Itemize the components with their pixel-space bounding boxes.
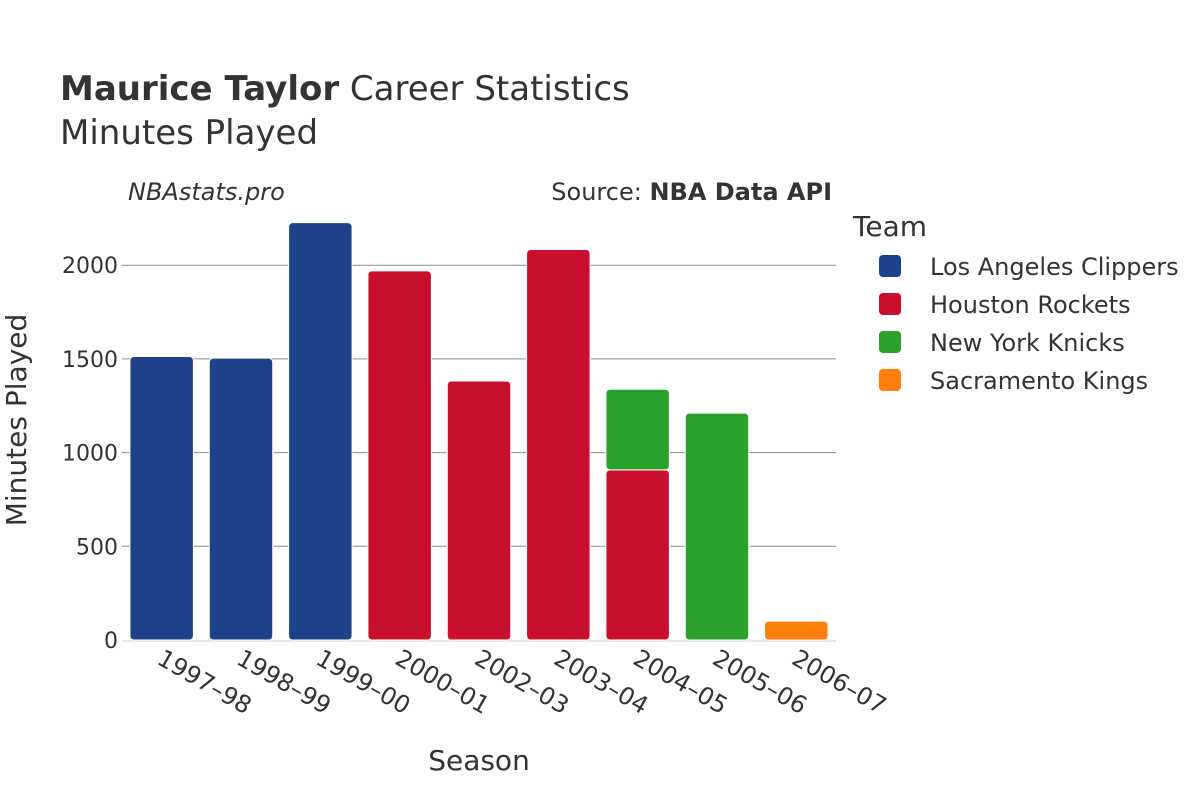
legend-swatch [879, 255, 901, 277]
bar-houston-rockets-2003–04[interactable] [526, 248, 591, 641]
legend-item-new-york-knicks[interactable]: New York Knicks [879, 329, 1125, 357]
legend-item-los-angeles-clippers[interactable]: Los Angeles Clippers [879, 253, 1179, 281]
bar-houston-rockets-2000–01[interactable] [367, 270, 432, 641]
site-credit: NBAstats.pro [128, 178, 285, 206]
legend-item-sacramento-kings[interactable]: Sacramento Kings [879, 367, 1148, 395]
y-tick-label: 1500 [62, 348, 118, 373]
legend-label: Los Angeles Clippers [930, 253, 1179, 281]
chart-title-rest: Career Statistics [339, 69, 630, 109]
bar-houston-rockets-2002–03[interactable] [446, 380, 512, 641]
chart-title: Maurice Taylor Career Statistics [60, 69, 630, 109]
legend-title: Team [852, 210, 927, 243]
bars [129, 222, 829, 641]
y-tick-label: 1000 [62, 442, 118, 467]
bar-los-angeles-clippers-1997–98[interactable] [129, 355, 194, 641]
y-tick-label: 500 [76, 535, 118, 560]
y-axis-label: Minutes Played [0, 314, 33, 527]
legend-swatch [879, 369, 901, 391]
legend-label: New York Knicks [930, 329, 1125, 357]
legend-swatch [879, 293, 901, 315]
legend-swatch [879, 331, 901, 353]
legend-item-houston-rockets[interactable]: Houston Rockets [879, 291, 1131, 319]
bar-houston-rockets-2004–05[interactable] [605, 469, 670, 641]
chart-subtitle: Minutes Played [60, 113, 318, 153]
source-credit: Source: NBA Data API [551, 178, 832, 206]
y-tick-labels: 0 500 1000 1500 2000 [62, 254, 118, 654]
source-credit-prefix: Source: [551, 178, 649, 206]
x-axis-label: Season [428, 744, 530, 777]
bar-sacramento-kings-2006–07[interactable] [764, 620, 829, 641]
source-credit-name: NBA Data API [649, 178, 832, 206]
legend-label: Sacramento Kings [930, 367, 1148, 395]
y-tick-label: 0 [104, 629, 118, 654]
bar-new-york-knicks-2005–06[interactable] [684, 412, 750, 641]
chart-title-player: Maurice Taylor [60, 69, 339, 109]
bar-los-angeles-clippers-1999–00[interactable] [288, 222, 353, 641]
bar-los-angeles-clippers-1998–99[interactable] [208, 357, 274, 641]
legend-label: Houston Rockets [930, 291, 1131, 319]
legend: Los Angeles Clippers Houston Rockets New Y… [879, 253, 1179, 395]
y-tick-label: 2000 [62, 254, 118, 279]
bar-new-york-knicks-2004–05[interactable] [605, 388, 670, 471]
